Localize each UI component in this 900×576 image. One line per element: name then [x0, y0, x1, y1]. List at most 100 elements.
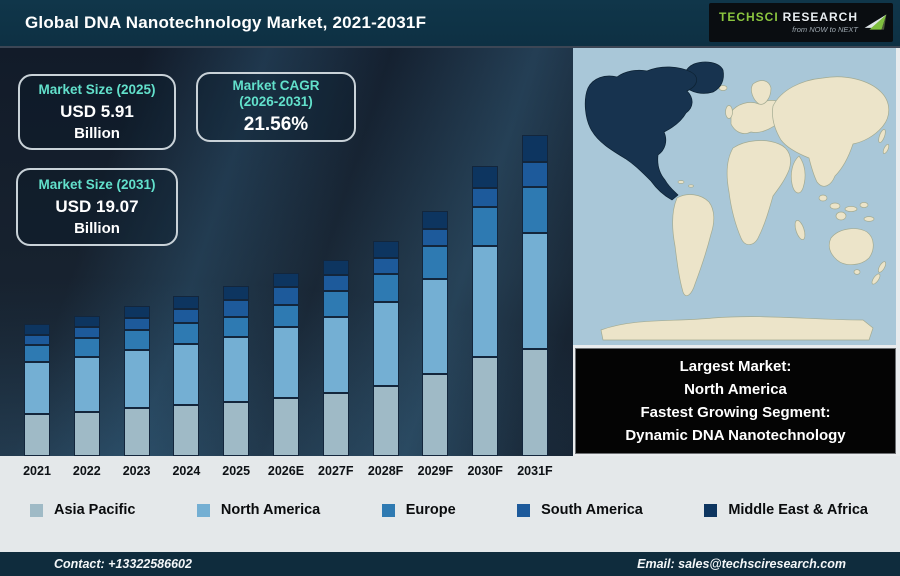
x-axis-label-2028f: 2028F	[367, 464, 404, 478]
bar-segment-europe	[123, 330, 150, 350]
legend-swatch-icon	[30, 503, 43, 517]
bar-column-2026e: 2026E	[263, 48, 309, 486]
x-axis-label-2027f: 2027F	[318, 464, 354, 478]
region-tasmania-icon	[853, 269, 861, 275]
bar-segment-middle-east-africa	[521, 135, 548, 162]
email-text: Email: sales@techsciresearch.com	[637, 557, 846, 571]
stat-box-market-size-2031: Market Size (2031) USD 19.07 Billion	[16, 168, 178, 246]
bar-segment-middle-east-africa	[322, 260, 349, 275]
contact-text: Contact: +13322586602	[54, 557, 192, 571]
bar-segment-middle-east-africa	[472, 166, 499, 188]
footer: Contact: +13322586602 Email: sales@techs…	[0, 552, 900, 576]
bar-segment-south-america	[322, 275, 349, 291]
stat-value: USD 19.07	[55, 197, 139, 216]
bar-column-2027f: 2027F	[313, 48, 359, 486]
bar-segment-north-america	[123, 350, 150, 408]
stacked-bar-2021	[24, 324, 50, 456]
brand-logo-text: TechSci Research from NOW to NEXT	[719, 11, 858, 34]
region-south-america	[672, 194, 715, 296]
region-japan-icon	[882, 144, 890, 154]
bar-column-2028f: 2028F	[363, 48, 409, 486]
bar-segment-north-america	[223, 337, 250, 402]
bar-segment-north-america	[272, 327, 299, 398]
bar-segment-asia-pacific	[173, 405, 200, 456]
legend-label: North America	[220, 502, 321, 518]
region-se-asia-icon	[835, 211, 847, 221]
legend-swatch-icon	[381, 503, 395, 517]
bar-segment-asia-pacific	[223, 402, 250, 456]
region-australia	[828, 228, 874, 265]
chart-legend: Asia Pacific North America Europe South Ame…	[30, 497, 868, 523]
bar-segment-south-america	[173, 309, 200, 323]
bar-column-2024: 2024	[163, 48, 209, 486]
legend-item-middle-east-africa: Middle East & Africa	[704, 502, 868, 518]
bar-segment-asia-pacific	[322, 393, 349, 456]
world-map	[573, 48, 896, 345]
legend-label: Middle East & Africa	[728, 502, 868, 518]
stacked-bar-2024	[173, 296, 200, 456]
region-africa	[726, 140, 791, 245]
region-se-asia-icon	[844, 206, 858, 212]
bar-segment-middle-east-africa	[173, 296, 200, 309]
bar-column-2025: 2025	[213, 48, 259, 486]
x-axis-label-2023: 2023	[122, 464, 151, 478]
stat-unit: Billion	[74, 125, 120, 142]
stat-label-line2: (2026-2031)	[239, 94, 313, 109]
bar-segment-asia-pacific	[73, 412, 100, 456]
callout-line: Dynamic DNA Nanotechnology	[625, 427, 846, 444]
stat-label: Market CAGR	[232, 78, 320, 93]
region-new-zealand-icon	[877, 261, 887, 273]
bar-segment-middle-east-africa	[24, 324, 50, 335]
bar-segment-middle-east-africa	[73, 316, 100, 327]
bar-segment-europe	[322, 291, 349, 317]
region-india	[790, 155, 806, 194]
bar-column-2023: 2023	[114, 48, 160, 486]
chart-footer-band	[0, 456, 900, 552]
bar-segment-middle-east-africa	[422, 211, 449, 229]
region-se-asia-icon	[859, 202, 869, 208]
bar-segment-middle-east-africa	[223, 286, 250, 300]
page-title: Global DNA Nanotechnology Market, 2021-2…	[25, 13, 427, 32]
bar-segment-europe	[24, 345, 50, 362]
bar-column-2031f: 2031F	[512, 48, 558, 486]
bar-segment-europe	[173, 323, 200, 344]
market-chart: 2021 2022 2023 2024 2025 2026E 2027F 2028F 2029F…	[14, 48, 558, 486]
map-panel: Largest Market: North America Fastest Gr…	[573, 48, 900, 456]
bar-segment-europe	[422, 246, 449, 279]
legend-swatch-icon	[196, 503, 210, 517]
legend-item-south-america: South America	[517, 502, 643, 518]
stacked-bar-2023	[123, 306, 150, 456]
region-north-america-highlight	[584, 66, 697, 201]
brand-logo: TechSci Research from NOW to NEXT	[709, 3, 893, 42]
bar-segment-europe	[272, 305, 299, 327]
stat-unit: Billion	[74, 220, 120, 237]
region-madagascar-icon	[794, 220, 806, 240]
region-japan-icon	[878, 129, 886, 143]
brand-name-primary: TechSci	[719, 10, 779, 25]
bar-segment-europe	[472, 207, 499, 246]
techsci-arrow-icon	[864, 14, 887, 30]
region-scandinavia	[751, 80, 772, 105]
bar-segment-south-america	[272, 287, 299, 305]
stat-box-market-size-2025: Market Size (2025) USD 5.91 Billion	[18, 74, 176, 150]
legend-item-north-america: North America	[196, 502, 321, 518]
region-se-asia-icon	[829, 202, 841, 210]
bar-segment-asia-pacific	[24, 414, 50, 456]
region-caribbean-icon	[688, 184, 694, 188]
brand-name-secondary: Research	[782, 10, 859, 25]
bar-column-2021: 2021	[14, 48, 60, 486]
x-axis-label-2029f: 2029F	[417, 464, 454, 478]
bar-segment-north-america	[24, 362, 50, 414]
bar-segment-middle-east-africa	[272, 273, 299, 287]
bar-segment-middle-east-africa	[123, 306, 150, 318]
bar-segment-south-america	[123, 318, 150, 330]
bar-segment-asia-pacific	[472, 357, 499, 456]
bar-segment-south-america	[24, 335, 50, 345]
bar-segment-north-america	[322, 317, 349, 393]
bar-segment-north-america	[372, 302, 399, 386]
bar-segment-south-america	[422, 229, 449, 246]
stacked-bar-2022	[73, 316, 100, 456]
bar-segment-asia-pacific	[521, 349, 548, 456]
region-se-asia-icon	[863, 216, 875, 222]
legend-item-europe: Europe	[381, 502, 456, 518]
